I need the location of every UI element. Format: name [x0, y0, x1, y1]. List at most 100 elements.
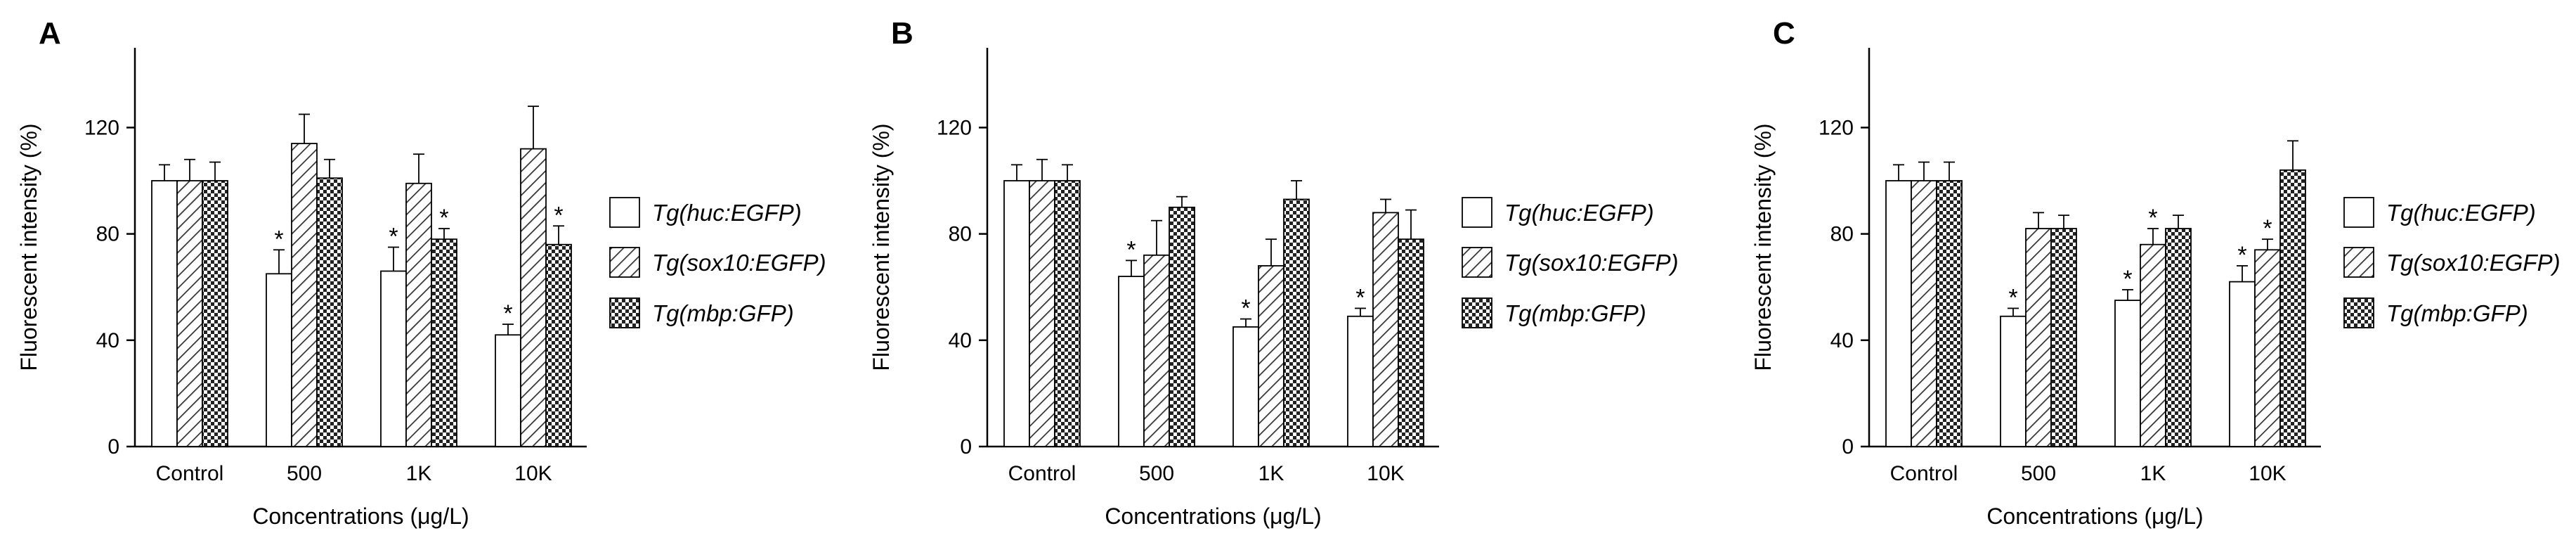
bar [1936, 180, 1963, 447]
y-tick-label: 120 [937, 116, 972, 139]
y-axis-title: Fluorescent intensity (%) [16, 123, 41, 371]
bar [151, 180, 178, 447]
x-tick-label: 10K [2249, 462, 2286, 485]
significance-star: * [1241, 295, 1250, 322]
legend-swatch [1462, 297, 1492, 328]
legend-label: Tg(mbp:GFP) [652, 300, 794, 326]
significance-star: * [554, 202, 563, 229]
significance-star: * [2263, 215, 2272, 242]
bar [1029, 180, 1055, 447]
bar [2114, 300, 2141, 447]
legend-swatch [609, 197, 640, 228]
y-tick-label: 80 [96, 223, 119, 246]
bar [202, 180, 228, 447]
bar [316, 177, 343, 447]
bar [2000, 315, 2027, 447]
chart-panel-b: B 0 40 80 120 Fluorescent intensity (%) Contro… [869, 16, 1679, 529]
bar [1169, 206, 1195, 447]
y-tick-label: 120 [84, 116, 119, 139]
y-tick-label: 40 [1830, 329, 1854, 352]
significance-star: * [2148, 205, 2157, 231]
bar [1372, 212, 1399, 447]
significance-star: * [2123, 266, 2132, 293]
x-axis-title: Concentrations (μg/L) [252, 504, 469, 529]
significance-star: * [389, 224, 398, 250]
bar [1054, 180, 1081, 447]
bar [1911, 180, 1937, 447]
x-tick-label: 1K [2140, 462, 2166, 485]
legend-label: Tg(mbp:GFP) [2386, 300, 2528, 326]
bar [2140, 243, 2166, 447]
significance-star: * [2008, 284, 2017, 311]
significance-star: * [274, 226, 283, 252]
bar [545, 243, 572, 447]
legend-label: Tg(sox10:EGFP) [652, 250, 826, 276]
bar [2254, 249, 2281, 447]
bar [520, 148, 547, 447]
significance-star: * [2237, 242, 2246, 269]
bar [1885, 180, 1912, 447]
panel-letter: A [39, 16, 61, 51]
legend-label: Tg(sox10:EGFP) [2386, 250, 2561, 276]
bar [495, 334, 521, 447]
legend-label: Tg(mbp:GFP) [1504, 300, 1646, 326]
bar [1258, 265, 1284, 447]
significance-star: * [439, 205, 448, 231]
legend-swatch [1462, 247, 1492, 278]
x-tick-label: Control [1008, 462, 1076, 485]
legend-swatch [1462, 197, 1492, 228]
bar [1118, 276, 1145, 447]
x-tick-label: 500 [2021, 462, 2056, 485]
bar [1143, 254, 1170, 447]
legend-label: Tg(huc:EGFP) [2386, 200, 2536, 226]
bar [1398, 238, 1424, 447]
significance-star: * [1355, 284, 1365, 311]
y-tick-label: 0 [108, 435, 119, 459]
legend-label: Tg(huc:EGFP) [652, 200, 802, 226]
x-tick-label: 1K [1258, 462, 1284, 485]
x-tick-label: 500 [1139, 462, 1174, 485]
y-axis-title: Fluorescent intensity (%) [1750, 123, 1776, 371]
significance-star: * [503, 300, 512, 327]
bar [266, 273, 292, 447]
bar [176, 180, 203, 447]
bar [431, 238, 457, 447]
significance-star: * [1126, 236, 1136, 263]
x-tick-label: Control [1890, 462, 1958, 485]
y-tick-label: 0 [960, 435, 972, 459]
y-tick-label: 40 [96, 329, 119, 352]
legend-label: Tg(sox10:EGFP) [1504, 250, 1679, 276]
y-tick-label: 120 [1819, 116, 1854, 139]
x-tick-label: 500 [287, 462, 322, 485]
chart-panel-c: C 0 40 80 120 Fluorescent intensity (%) Contro… [1750, 16, 2561, 529]
legend-swatch [2343, 297, 2374, 328]
chart-panel-a: A 0 40 80 120 Fluorescent intensity (%) Contro… [16, 16, 826, 529]
y-axis-title: Fluorescent intensity (%) [869, 123, 894, 371]
legend-swatch [609, 247, 640, 278]
bar [2279, 169, 2306, 447]
bar [1347, 315, 1374, 447]
y-tick-label: 80 [1830, 223, 1854, 246]
y-tick-label: 80 [949, 223, 972, 246]
y-tick-label: 40 [949, 329, 972, 352]
bar [1003, 180, 1030, 447]
legend-label: Tg(huc:EGFP) [1504, 200, 1654, 226]
x-axis-title: Concentrations (μg/L) [1105, 504, 1321, 529]
y-tick-label: 0 [1842, 435, 1854, 459]
x-tick-label: 10K [514, 462, 552, 485]
legend-swatch [2343, 247, 2374, 278]
legend-swatch [2343, 197, 2374, 228]
bar [2050, 228, 2077, 447]
legend-swatch [609, 297, 640, 328]
bar [405, 182, 432, 447]
x-tick-label: 1K [406, 462, 432, 485]
bar [2229, 281, 2256, 447]
x-tick-label: Control [156, 462, 224, 485]
bar [380, 270, 407, 447]
bar [2165, 228, 2192, 447]
bar [1283, 198, 1310, 447]
panel-letter: B [891, 16, 913, 51]
x-axis-title: Concentrations (μg/L) [1986, 504, 2203, 529]
x-tick-label: 10K [1367, 462, 1404, 485]
